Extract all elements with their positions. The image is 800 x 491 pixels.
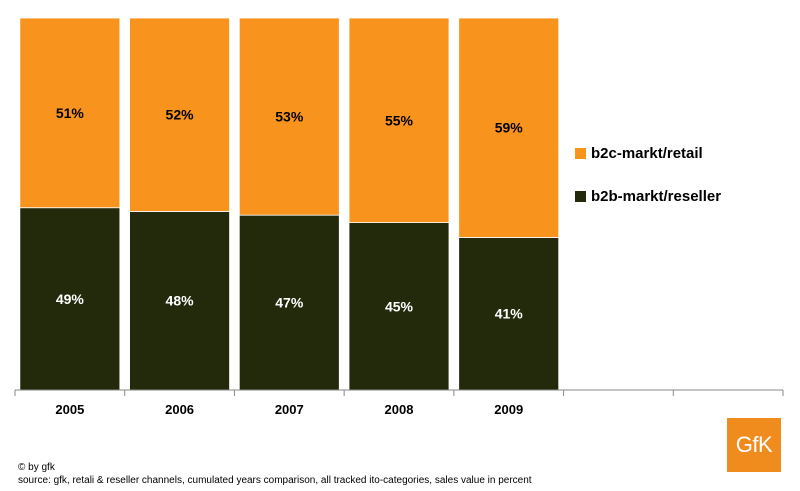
legend-label-b2b: b2b-markt/reseller	[591, 188, 721, 205]
data-label-b2b-2008: 45%	[385, 298, 414, 314]
data-label-b2c-2009: 59%	[495, 120, 524, 136]
x-tick-label-2009: 2009	[494, 402, 523, 417]
data-label-b2b-2006: 48%	[166, 293, 195, 309]
copyright-note: © by gfk	[18, 462, 55, 473]
data-label-b2c-2008: 55%	[385, 112, 414, 128]
bar-b2c-2005	[19, 17, 121, 209]
legend-swatch-b2c	[575, 148, 586, 159]
gfk-logo: GfK	[727, 418, 781, 472]
data-label-b2b-2009: 41%	[495, 306, 524, 322]
bar-b2b-2007	[238, 214, 340, 391]
x-tick-label-2006: 2006	[165, 402, 194, 417]
data-label-b2b-2007: 47%	[275, 295, 304, 311]
bar-b2c-2007	[238, 17, 340, 216]
x-tick-label-2008: 2008	[385, 402, 414, 417]
bar-b2b-2005	[19, 207, 121, 391]
bar-b2c-2009	[458, 17, 560, 238]
data-label-b2c-2007: 53%	[275, 109, 304, 125]
x-tick-label-2007: 2007	[275, 402, 304, 417]
data-label-b2b-2005: 49%	[56, 291, 85, 307]
bar-b2b-2008	[348, 222, 450, 391]
bar-b2c-2006	[129, 17, 230, 212]
data-label-b2c-2006: 52%	[166, 107, 195, 123]
gfk-logo-text: GfK	[735, 432, 773, 457]
legend-label-b2c: b2c-markt/retail	[591, 145, 703, 162]
x-tick-label-2005: 2005	[55, 402, 84, 417]
legend-swatch-b2b	[575, 191, 586, 202]
source-note: source: gfk, retali & reseller channels,…	[18, 475, 532, 486]
data-label-b2c-2005: 51%	[56, 105, 85, 121]
bar-b2c-2008	[348, 17, 450, 224]
